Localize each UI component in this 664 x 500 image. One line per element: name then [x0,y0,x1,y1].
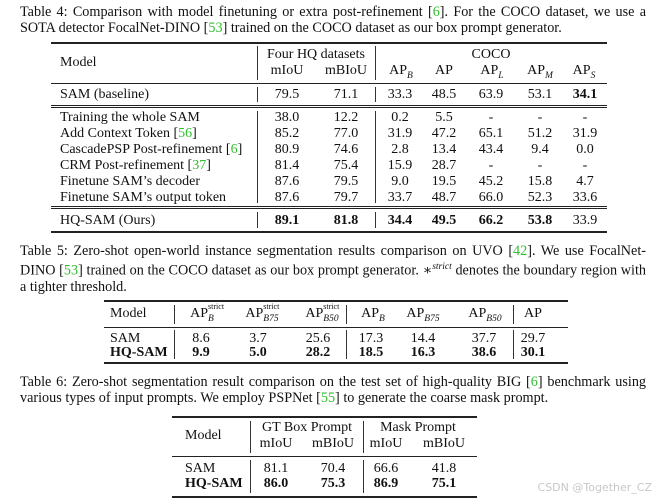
double-rule [51,105,607,106]
column-divider [363,460,364,493]
header-model: Model [110,306,147,321]
column-divider [257,46,258,80]
column-divider [257,212,258,228]
header-mbiou: mBIoU [325,63,367,78]
row-label: Finetune SAM’s decoder [60,174,200,189]
mid-rule [104,327,568,328]
bottom-rule [104,362,568,364]
double-rule [51,208,607,209]
citation-link[interactable]: 42 [513,243,528,259]
watermark: CSDN @Together_CZ [537,481,652,494]
citation-link[interactable]: 55 [320,390,336,406]
column-divider [174,330,175,359]
row-label: Training the whole SAM [60,110,200,125]
header-model: Model [60,55,97,70]
header-four-hq-datasets: Four HQ datasets [267,47,365,62]
citation-link[interactable]: 56 [178,126,193,141]
column-divider [174,305,175,324]
double-rule [51,107,607,108]
citation-link[interactable]: 53 [208,20,223,36]
citation-link[interactable]: 53 [63,262,79,279]
header-miou: mIoU [270,63,304,78]
header-apb50: APB50 [468,306,502,324]
header-coco: COCO [471,47,511,62]
column-divider [250,460,251,493]
column-divider [513,330,514,359]
header-apb: APB [361,306,385,324]
row-label: HQ-SAM [110,345,168,360]
row-label: Add Context Token [56] [60,126,197,141]
row-label: HQ-SAM [185,476,243,491]
column-divider [257,111,258,203]
bottom-rule [51,231,607,233]
header-mbiou: mBIoU [423,436,465,451]
header-ap: AP [435,63,453,78]
header-mask-prompt: Mask Prompt [380,420,456,435]
row-label: SAM [185,461,216,476]
header-apb75: APB75 [406,306,440,324]
table5-caption: Table 5: Zero-shot open-world instance s… [20,243,646,295]
column-divider [346,330,347,359]
top-rule [172,416,477,418]
bottom-rule [172,496,477,498]
row-label: SAM [110,331,141,346]
row-label: HQ-SAM (Ours) [60,213,156,228]
header-aps: APS [572,63,596,81]
row-label: CascadePSP Post-refinement [6] [60,142,243,157]
column-divider [375,111,376,203]
row-label: Finetune SAM’s output token [60,190,227,205]
column-divider [375,87,376,102]
top-rule [104,300,568,302]
header-apb75-strict: AP strict B75 [245,302,280,324]
header-apb: APB [389,63,413,81]
table4-caption: Table 4: Comparison with model finetunin… [20,4,646,36]
column-divider [513,305,514,324]
header-gt-box-prompt: GT Box Prompt [262,420,352,435]
double-rule [51,206,607,207]
column-divider [257,87,258,102]
header-ap: AP [524,306,542,321]
row-label: CRM Post-refinement [37] [60,158,211,173]
mid-rule [172,456,477,457]
column-divider [363,421,364,453]
table6-caption: Table 6: Zero-shot segmentation result c… [20,374,647,406]
citation-link[interactable]: 6 [530,374,538,390]
header-model: Model [185,428,222,443]
header-apb50-strict: AP strict B50 [305,302,340,324]
citation-link[interactable]: 37 [192,158,207,173]
header-apl: APL [480,63,504,81]
column-divider [250,421,251,453]
column-divider [375,46,376,80]
column-divider [375,212,376,228]
top-rule [51,42,607,44]
column-divider [346,305,347,324]
citation-link[interactable]: 6 [230,142,238,157]
row-label: SAM (baseline) [60,87,150,102]
header-mbiou: mBIoU [312,436,354,451]
header-miou: mIoU [259,436,293,451]
header-apb-strict: AP strict B [190,302,225,324]
citation-link[interactable]: 6 [432,4,440,20]
mid-rule [51,83,607,84]
header-miou: mIoU [369,436,403,451]
header-apm: APM [527,63,553,81]
